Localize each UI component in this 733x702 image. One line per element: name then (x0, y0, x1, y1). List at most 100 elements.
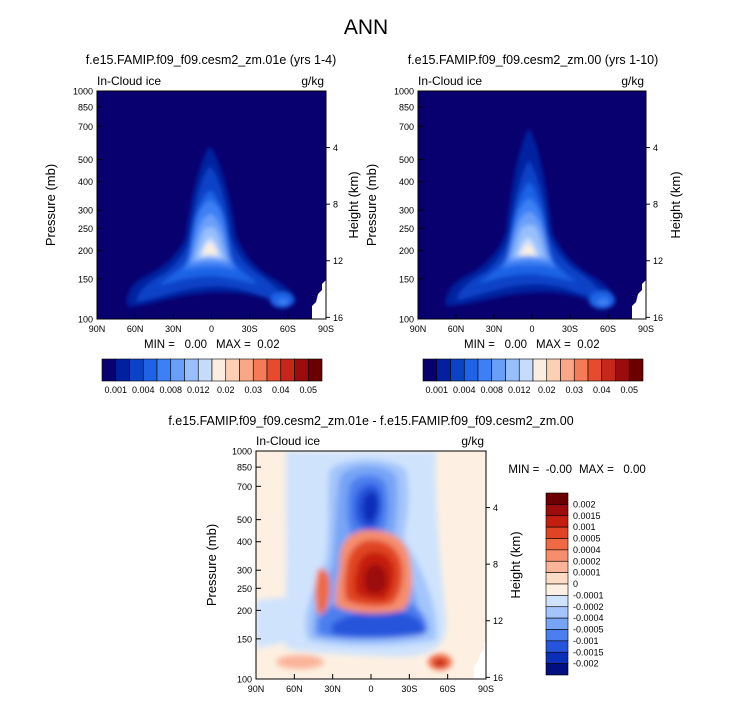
y2-tick-label: 4 (493, 503, 498, 513)
colorbar-swatch (463, 358, 479, 382)
pos-band-west (315, 568, 330, 615)
topography-mask (474, 640, 486, 679)
colorbar-swatch (545, 640, 569, 653)
colorbar-swatch (545, 583, 569, 596)
colorbar-label: 0 (573, 579, 578, 589)
x-tick-label: 30N (165, 324, 182, 334)
panel-cloud-ice-00: f.e15.FAMIP.f09_f09.cesm2_zm.00 (yrs 1-1… (364, 53, 683, 395)
x-tick-label: 0 (209, 324, 214, 334)
variable-label: In-Cloud ice (256, 434, 320, 448)
neg-band-lower-2 (332, 610, 425, 637)
colorbar-swatch (560, 358, 575, 382)
x-tick-label: 60N (286, 684, 303, 694)
y-tick-label: 200 (78, 246, 93, 256)
y-axis-label: Pressure (mb) (43, 164, 58, 246)
contour-field (418, 91, 646, 319)
y-tick-label: 400 (399, 177, 414, 187)
colorbar-label: 0.012 (187, 385, 210, 395)
x-tick-label: 60S (600, 324, 616, 334)
y-tick-label: 250 (78, 224, 93, 234)
y-tick-label: 200 (237, 606, 252, 616)
y2-axis-label: Height (km) (668, 171, 683, 238)
y-tick-label: 200 (399, 246, 414, 256)
colorbar-swatch (573, 358, 589, 382)
variable-label: In-Cloud ice (97, 74, 161, 88)
colorbar-swatch (545, 549, 569, 562)
colorbar-swatch (294, 358, 309, 382)
colorbar-swatch (197, 358, 213, 382)
y-axis-ticks: 100 150 200 250 300 400 500 700 850 1000 (394, 87, 423, 325)
y-tick-label: 1000 (232, 447, 252, 457)
contour-band-8 (202, 242, 218, 255)
colorbar-label: 0.03 (565, 385, 583, 395)
colorbar-swatch (436, 358, 451, 382)
colorbar-swatch (545, 492, 569, 505)
topography-mask (632, 280, 646, 319)
pos-band-low-north (276, 655, 324, 669)
max-readout: MAX = 0.00 (579, 464, 646, 476)
y-tick-label: 700 (399, 122, 414, 132)
x-tick-label: 90S (638, 324, 654, 334)
x-tick-label: 90S (478, 684, 494, 694)
colorbar-label: -0.0015 (573, 647, 604, 657)
y2-tick-label: 8 (653, 200, 658, 210)
panel-cloud-ice-01e: f.e15.FAMIP.f09_f09.cesm2_zm.01e (yrs 1-… (43, 53, 361, 395)
colorbar-label: 0.0002 (573, 556, 601, 566)
colorbar-label: 0.0004 (573, 545, 601, 555)
colorbar-swatch (545, 504, 569, 517)
y-tick-label: 850 (78, 103, 93, 113)
colorbar-swatch (545, 538, 569, 551)
colorbar-swatch (142, 358, 158, 382)
x-tick-label: 60N (448, 324, 465, 334)
panel-cloud-ice-difference: f.e15.FAMIP.f09_f09.cesm2_zm.01e - f.e15… (168, 414, 645, 694)
colorbar-swatch (280, 358, 295, 382)
x-tick-label: 30S (401, 684, 417, 694)
colorbar-swatch (266, 358, 282, 382)
colorbar-label: 0.03 (244, 385, 262, 395)
colorbar-swatch (170, 358, 185, 382)
contour-band-8 (520, 244, 536, 256)
y-tick-label: 700 (237, 482, 252, 492)
min-readout: MIN = -0.00 (508, 464, 572, 476)
x-tick-label: 90N (89, 324, 106, 334)
min-readout: MIN = 0.00 (144, 339, 207, 351)
colorbar-label: 0.0005 (573, 534, 601, 544)
y-tick-label: 400 (237, 537, 252, 547)
x-tick-label: 30N (486, 324, 503, 334)
y-axis-ticks: 100 150 200 250 300 400 500 700 850 1000 (232, 447, 261, 685)
colorbar-label: 0.004 (132, 385, 155, 395)
colorbar-swatch (615, 358, 630, 382)
units-label: g/kg (621, 74, 644, 88)
y2-axis-ticks: 16 12 8 4 (646, 143, 663, 323)
x-tick-label: 90N (248, 684, 265, 694)
colorbar-label: 0.004 (453, 385, 476, 395)
colorbar-swatch (477, 358, 493, 382)
variable-label: In-Cloud ice (418, 74, 482, 88)
y2-tick-label: 16 (493, 673, 503, 683)
y-tick-label: 100 (78, 315, 93, 325)
colorbar-label: 0.001 (425, 385, 448, 395)
y-tick-label: 300 (78, 206, 93, 216)
x-tick-label: 30S (562, 324, 578, 334)
y-tick-label: 300 (237, 566, 252, 576)
y-tick-label: 500 (78, 155, 93, 165)
contour-band-south-inner (278, 299, 288, 305)
colorbar-label: 0.001 (573, 522, 596, 532)
colorbar-swatch (545, 595, 569, 608)
colorbar-swatch (491, 358, 506, 382)
contour-band-south-inner (597, 298, 609, 306)
colorbar-label: 0.02 (217, 385, 235, 395)
y-tick-label: 150 (78, 274, 93, 284)
colorbar-swatch (545, 617, 569, 630)
y-tick-label: 100 (399, 315, 414, 325)
y-tick-label: 100 (237, 675, 252, 685)
colorbar-swatch (422, 358, 438, 382)
y-tick-label: 500 (237, 515, 252, 525)
y-tick-label: 250 (399, 224, 414, 234)
y2-tick-label: 8 (333, 200, 338, 210)
colorbar-label: 0.002 (573, 499, 596, 509)
y-axis-label: Pressure (mb) (204, 524, 219, 606)
colorbar-swatch (518, 358, 534, 382)
colorbar-label: -0.0001 (573, 590, 604, 600)
